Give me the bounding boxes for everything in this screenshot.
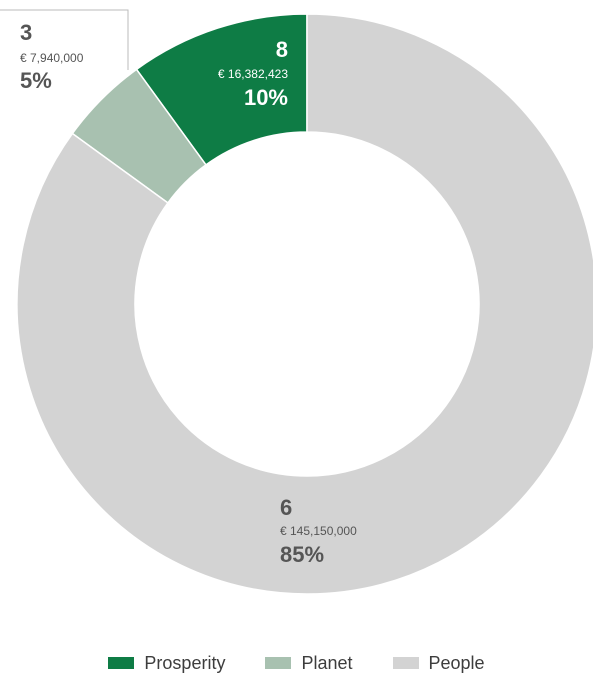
- legend-label-prosperity: Prosperity: [144, 652, 226, 673]
- legend-item-prosperity: Prosperity: [108, 653, 225, 674]
- slice-label-prosperity: 8 € 16,382,423 10%: [218, 37, 288, 110]
- legend-item-people: People: [392, 652, 485, 674]
- slice-percent-planet: 5%: [20, 68, 52, 93]
- slice-planet: [71, 68, 207, 204]
- slice-people: [16, 13, 593, 595]
- legend: Prosperity Planet People: [0, 648, 593, 678]
- legend-swatch-planet: [265, 657, 292, 669]
- slice-label-planet: 3 € 7,940,000 5%: [20, 20, 84, 93]
- slice-amount-prosperity: € 16,382,423: [218, 67, 288, 81]
- slice-count-prosperity: 8: [276, 37, 288, 62]
- slice-amount-planet: € 7,940,000: [20, 51, 84, 65]
- legend-swatch-people: [392, 657, 419, 669]
- slice-amount-people: € 145,150,000: [280, 524, 357, 538]
- slice-label-people: 6 € 145,150,000 85%: [280, 495, 357, 567]
- slice-count-people: 6: [280, 495, 292, 520]
- slice-percent-people: 85%: [280, 542, 324, 567]
- slice-percent-prosperity: 10%: [244, 85, 288, 110]
- planet-callout-line: [0, 9, 129, 70]
- legend-swatch-prosperity: [108, 657, 135, 669]
- legend-label-people: People: [428, 652, 485, 673]
- legend-item-planet: Planet: [265, 652, 353, 674]
- legend-label-planet: Planet: [301, 652, 353, 673]
- slice-count-planet: 3: [20, 20, 32, 45]
- donut-chart: 8 € 16,382,423 10% 3 € 7,940,000 5% 6 € 145,150…: [0, 9, 593, 595]
